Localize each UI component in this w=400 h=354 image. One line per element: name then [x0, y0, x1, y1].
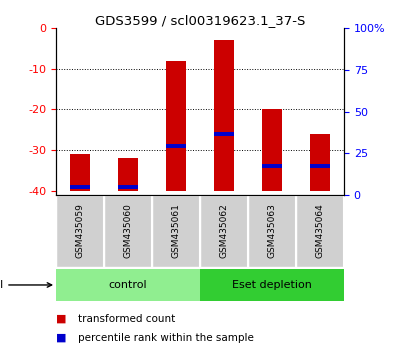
Bar: [70, 184, 90, 189]
Bar: [70, 154, 90, 191]
Bar: [56, 269, 200, 301]
Text: GSM435062: GSM435062: [220, 204, 228, 258]
Bar: [200, 269, 344, 301]
Bar: [104, 195, 152, 267]
Text: ■: ■: [56, 314, 66, 324]
Bar: [310, 164, 330, 168]
Text: GSM435064: GSM435064: [316, 204, 324, 258]
Bar: [214, 132, 234, 136]
Text: protocol: protocol: [0, 280, 52, 290]
Text: percentile rank within the sample: percentile rank within the sample: [78, 333, 254, 343]
Bar: [152, 195, 200, 267]
Bar: [56, 195, 104, 267]
Text: control: control: [109, 280, 147, 290]
Bar: [296, 195, 344, 267]
Bar: [214, 40, 234, 191]
Text: GSM435060: GSM435060: [124, 204, 132, 258]
Bar: [166, 144, 186, 148]
Bar: [248, 195, 296, 267]
Bar: [262, 109, 282, 191]
Text: GSM435063: GSM435063: [268, 204, 276, 258]
Title: GDS3599 / scl00319623.1_37-S: GDS3599 / scl00319623.1_37-S: [95, 14, 305, 27]
Bar: [310, 134, 330, 191]
Bar: [118, 158, 138, 191]
Text: GSM435061: GSM435061: [172, 204, 180, 258]
Text: Eset depletion: Eset depletion: [232, 280, 312, 290]
Bar: [166, 61, 186, 191]
Text: ■: ■: [56, 333, 66, 343]
Text: transformed count: transformed count: [78, 314, 175, 324]
Text: GSM435059: GSM435059: [76, 204, 84, 258]
Bar: [118, 185, 138, 189]
Bar: [200, 195, 248, 267]
Bar: [262, 164, 282, 168]
